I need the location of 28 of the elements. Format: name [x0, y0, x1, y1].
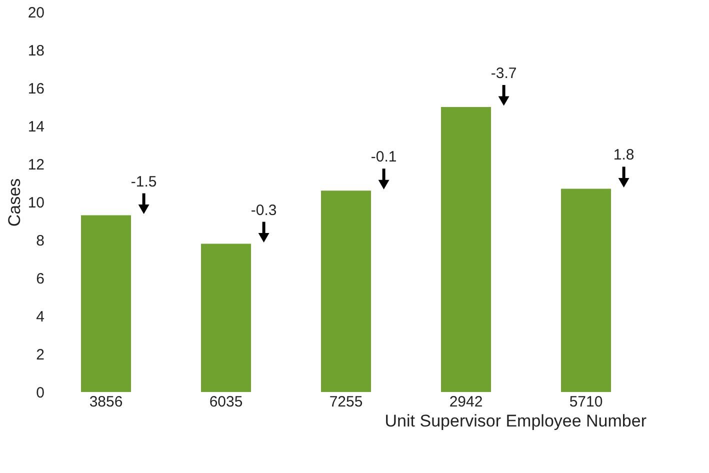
y-tick-label: 18 [28, 42, 44, 60]
bar [81, 215, 131, 392]
y-tick-label: 6 [36, 270, 44, 288]
annotation: -0.3 [250, 202, 277, 219]
y-tick-label: 20 [28, 4, 44, 22]
annotation: -0.1 [370, 148, 397, 166]
x-axis-title: Unit Supervisor Employee Number [384, 412, 647, 430]
bar [441, 107, 491, 392]
y-tick-label: 0 [36, 384, 44, 402]
x-tick-label: 7255 [329, 394, 363, 410]
y-tick-label: 14 [28, 118, 44, 136]
y-tick-label: 12 [28, 156, 44, 174]
bar [561, 188, 611, 392]
y-tick-label: 8 [36, 232, 44, 250]
annotation: -3.7 [490, 65, 517, 82]
annotation: 1.8 [613, 146, 634, 164]
x-tick-label: 6035 [209, 394, 243, 410]
y-axis-title: Cases [4, 178, 24, 227]
bar [201, 244, 251, 392]
y-tick-label: 16 [28, 80, 44, 98]
bar [321, 190, 371, 392]
y-tick-label: 4 [36, 308, 44, 326]
x-tick-label: 2942 [449, 394, 483, 410]
y-tick-label: 2 [36, 346, 44, 364]
x-tick-label: 5710 [569, 394, 603, 410]
y-tick-label: 10 [28, 194, 44, 212]
annotation: -1.5 [130, 173, 157, 190]
x-tick-label: 3856 [89, 394, 123, 410]
